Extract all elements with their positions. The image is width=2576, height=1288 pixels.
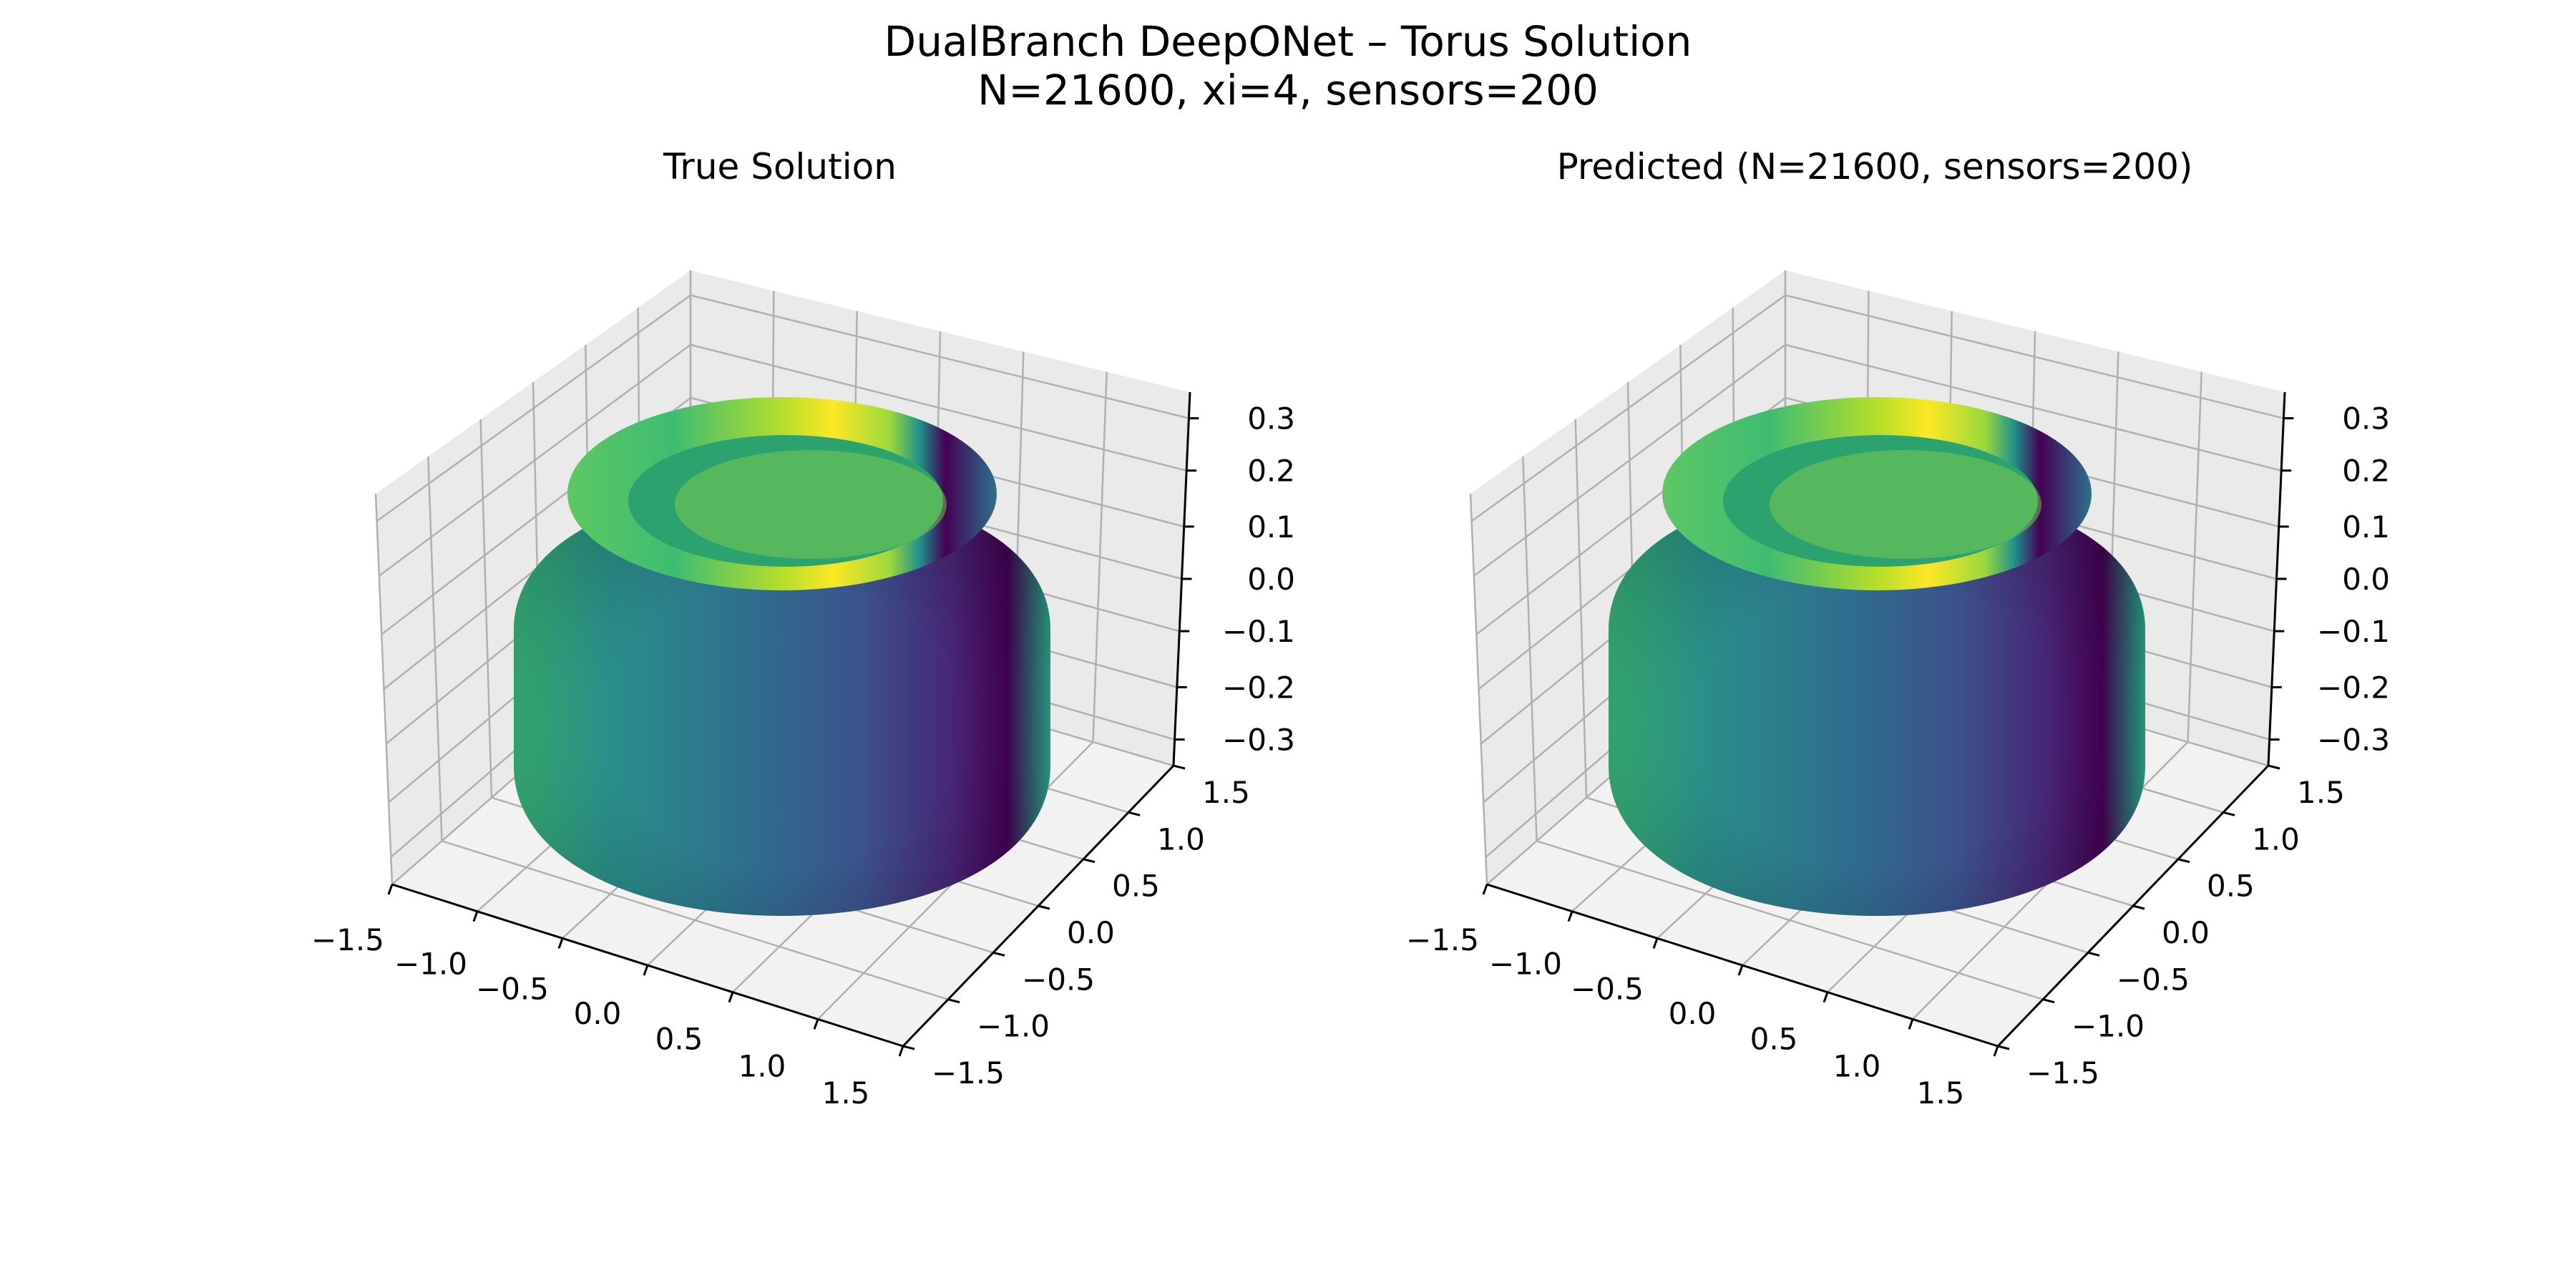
y-tick-label: −1.0: [977, 1009, 1050, 1044]
y-tick: [1173, 764, 1186, 770]
y-tick: [1128, 811, 1141, 816]
x-tick: [472, 911, 479, 922]
panel-title: Predicted (N=21600, sensors=200): [1557, 146, 2193, 187]
y-tick: [992, 951, 1005, 957]
z-tick-label: 0.3: [1247, 401, 1295, 436]
figure-title-line2: N=21600, xi=4, sensors=200: [977, 66, 1599, 114]
torus-hole-highlight: [675, 450, 947, 559]
x-tick: [1482, 884, 1488, 895]
x-tick-label: −1.5: [1406, 922, 1479, 957]
x-tick: [643, 965, 649, 976]
z-tick-label: −0.3: [1222, 722, 1295, 757]
wall-grid-vertical: [2187, 371, 2202, 743]
y-tick: [1038, 904, 1050, 910]
x-tick-label: −1.0: [1489, 947, 1562, 982]
y-tick-label: −1.0: [2072, 1009, 2145, 1044]
x-tick: [813, 1018, 819, 1030]
x-tick: [1908, 1018, 1914, 1030]
panel-title: True Solution: [663, 146, 897, 187]
x-tick-label: 0.5: [655, 1022, 703, 1057]
z-tick-label: 0.1: [1247, 509, 1295, 545]
x-tick: [728, 992, 734, 1003]
z-tick-label: −0.1: [2317, 614, 2390, 649]
y-tick: [2177, 858, 2190, 864]
panel-true-solution: −1.5 −1.0 −0.5 0.0 0.5 1.0 1.5 −1.5 −1.0 −0.5 0.0 0…: [311, 146, 1295, 1111]
y-tick: [2223, 811, 2235, 816]
y-tick: [2042, 998, 2055, 1004]
x-tick: [1823, 992, 1829, 1003]
figure-title-line1: DualBranch DeepONet – Torus Solution: [884, 17, 1692, 66]
z-tick-label: 0.3: [2342, 401, 2390, 436]
y-tick-label: 0.0: [2162, 915, 2210, 950]
y-tick-label: 0.0: [1067, 915, 1115, 950]
z-tick-label: 0.2: [1247, 454, 1295, 489]
torus-hole-highlight: [1770, 450, 2041, 559]
y-tick-label: −0.5: [2117, 962, 2190, 997]
y-tick: [947, 998, 960, 1004]
x-tick-label: −1.0: [394, 947, 467, 982]
y-tick: [2268, 764, 2280, 770]
y-tick-label: 0.5: [1112, 869, 1160, 904]
x-tick-label: 1.5: [1917, 1075, 1965, 1111]
y-tick-label: 0.5: [2207, 869, 2255, 904]
y-tick-label: 1.5: [2297, 775, 2345, 810]
x-tick: [1567, 911, 1574, 922]
x-tick-label: 0.0: [574, 996, 622, 1031]
x-tick-label: 0.5: [1750, 1022, 1798, 1057]
y-tick-label: 1.0: [2252, 821, 2300, 857]
y-tick: [2087, 951, 2100, 957]
z-tick-label: −0.2: [1222, 670, 1295, 705]
torus-shading: [514, 484, 1050, 916]
x-tick-label: −0.5: [1571, 971, 1644, 1006]
x-tick: [1993, 1045, 1999, 1057]
y-tick-label: −1.5: [2026, 1055, 2099, 1091]
x-tick-label: 0.0: [1669, 996, 1717, 1031]
y-tick: [902, 1045, 915, 1050]
z-tick-label: 0.1: [2342, 509, 2390, 545]
y-tick: [2132, 904, 2145, 910]
panel-predicted: −1.5 −1.0 −0.5 0.0 0.5 1.0 1.5 −1.5 −1.0 −0.5 0.0 0…: [1406, 146, 2390, 1111]
y-tick-label: −1.5: [932, 1055, 1005, 1091]
z-tick-label: −0.3: [2317, 722, 2390, 757]
x-tick-label: −1.5: [311, 922, 384, 957]
z-tick-label: −0.1: [1222, 614, 1295, 649]
x-tick: [1652, 937, 1659, 949]
y-tick: [1083, 858, 1096, 864]
x-tick-label: −0.5: [476, 971, 549, 1006]
x-tick: [1737, 965, 1744, 976]
z-tick-label: 0.0: [1247, 562, 1295, 597]
x-tick: [898, 1045, 904, 1057]
x-tick: [557, 937, 564, 949]
z-tick-label: −0.2: [2317, 670, 2390, 705]
z-tick-label: 0.2: [2342, 454, 2390, 489]
y-tick: [1997, 1045, 2010, 1050]
x-tick-label: 1.5: [822, 1075, 870, 1111]
y-tick-label: −0.5: [1022, 962, 1095, 997]
wall-grid-vertical: [1092, 371, 1108, 743]
y-tick-label: 1.0: [1157, 821, 1205, 857]
x-tick-label: 1.0: [738, 1048, 786, 1083]
x-tick-label: 1.0: [1833, 1048, 1881, 1083]
z-tick-label: 0.0: [2342, 562, 2390, 597]
torus-shading: [1609, 484, 2145, 916]
x-tick: [387, 884, 394, 895]
y-tick-label: 1.5: [1202, 775, 1250, 810]
